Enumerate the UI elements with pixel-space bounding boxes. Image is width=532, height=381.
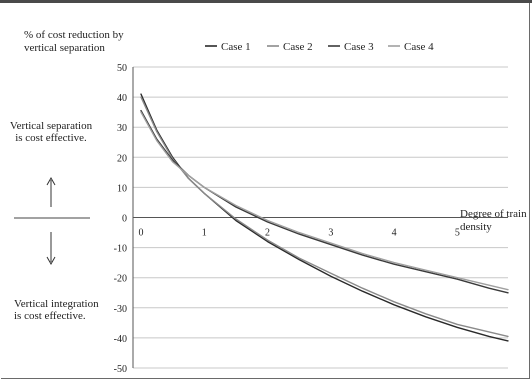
x-tick-labels: 0 1 2 3 4 5 — [139, 228, 460, 239]
series-lines — [140, 93, 509, 342]
y-tick-label: 40 — [117, 93, 127, 104]
legend-label: Case 4 — [404, 41, 434, 53]
x-tick-label: 3 — [328, 228, 333, 239]
x-tick-label: 4 — [392, 228, 397, 239]
series-line-case-2 — [140, 96, 509, 338]
y-tick-label: 30 — [117, 123, 127, 134]
down-arrow-head — [46, 256, 56, 266]
y-tick-label: -20 — [114, 274, 127, 285]
annotation-arrows — [14, 176, 90, 266]
series-line-case-3 — [140, 109, 509, 294]
axes — [132, 67, 508, 368]
y-axis-title: % of cost reduction by vertical separati… — [24, 29, 124, 54]
series-line-case-4 — [140, 111, 509, 291]
y-tick-label: -50 — [114, 364, 127, 375]
x-tick-label: 0 — [139, 228, 144, 239]
legend-label: Case 1 — [221, 41, 251, 53]
y-tick-label: 10 — [117, 183, 127, 194]
y-tick-labels: 50 40 30 20 10 0 -10 -20 -30 -40 -50 — [114, 63, 127, 375]
y-tick-label: 50 — [117, 63, 127, 74]
x-tick-label: 2 — [265, 228, 270, 239]
figure-frame — [1, 3, 530, 379]
y-tick-label: -40 — [114, 334, 127, 345]
x-tick-label: 5 — [455, 228, 460, 239]
y-tick-label: -10 — [114, 244, 127, 255]
y-tick-label: 0 — [122, 214, 127, 225]
legend-label: Case 3 — [344, 41, 374, 53]
top-rule — [0, 0, 532, 3]
annotation-integration: Vertical integration is cost effective. — [14, 298, 99, 322]
y-tick-label: -30 — [114, 304, 127, 315]
legend: Case 1 Case 2 Case 3 Case 4 — [205, 41, 434, 53]
up-arrow-head — [46, 176, 56, 186]
x-tick-label: 1 — [202, 228, 207, 239]
annotation-separation: Vertical separation is cost effective. — [9, 120, 93, 144]
y-tick-label: 20 — [117, 153, 127, 164]
legend-label: Case 2 — [283, 41, 313, 53]
